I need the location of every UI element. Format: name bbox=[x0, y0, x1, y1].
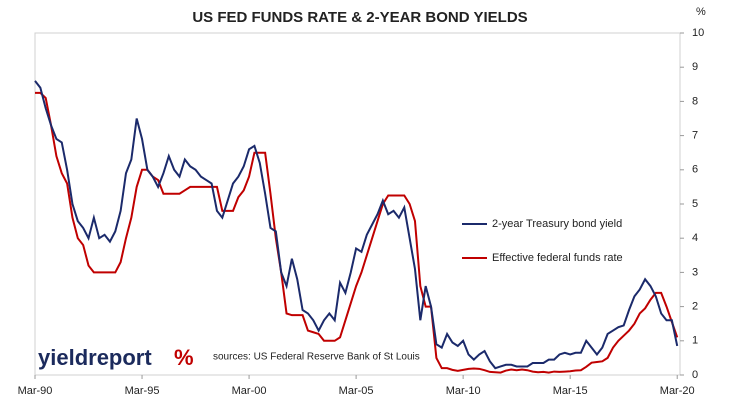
x-tick-label: Mar-15 bbox=[553, 385, 588, 397]
y-tick-label: 5 bbox=[692, 198, 698, 210]
legend-label: Effective federal funds rate bbox=[492, 252, 623, 264]
y-tick-label: 1 bbox=[692, 335, 698, 347]
y-tick-label: 10 bbox=[692, 27, 704, 39]
x-tick-label: Mar-90 bbox=[18, 385, 53, 397]
y-tick-label: 4 bbox=[692, 232, 698, 244]
x-tick-label: Mar-95 bbox=[125, 385, 160, 397]
y-tick-label: 8 bbox=[692, 95, 698, 107]
y-tick-label: 3 bbox=[692, 266, 698, 278]
brand-name: yieldreport bbox=[38, 345, 152, 370]
y-tick-label: 7 bbox=[692, 130, 698, 142]
plot-frame bbox=[34, 32, 681, 376]
x-tick-label: Mar-10 bbox=[446, 385, 481, 397]
series-line bbox=[35, 91, 679, 374]
x-tick-label: Mar-00 bbox=[232, 385, 267, 397]
series-line bbox=[34, 80, 679, 370]
brand-mark: % bbox=[174, 345, 194, 370]
chart-title: US FED FUNDS RATE & 2-YEAR BOND YIELDS bbox=[192, 9, 527, 26]
source-note: sources: US Federal Reserve Bank of St L… bbox=[213, 352, 420, 363]
y-tick-label: 2 bbox=[692, 301, 698, 313]
y-tick-label: 6 bbox=[692, 164, 698, 176]
x-tick-label: Mar-05 bbox=[339, 385, 374, 397]
x-tick-label: Mar-20 bbox=[660, 385, 695, 397]
y-axis-unit: % bbox=[696, 6, 706, 18]
legend-label: 2-year Treasury bond yield bbox=[492, 218, 622, 230]
y-tick-label: 9 bbox=[692, 61, 698, 73]
y-tick-label: 0 bbox=[692, 369, 698, 381]
